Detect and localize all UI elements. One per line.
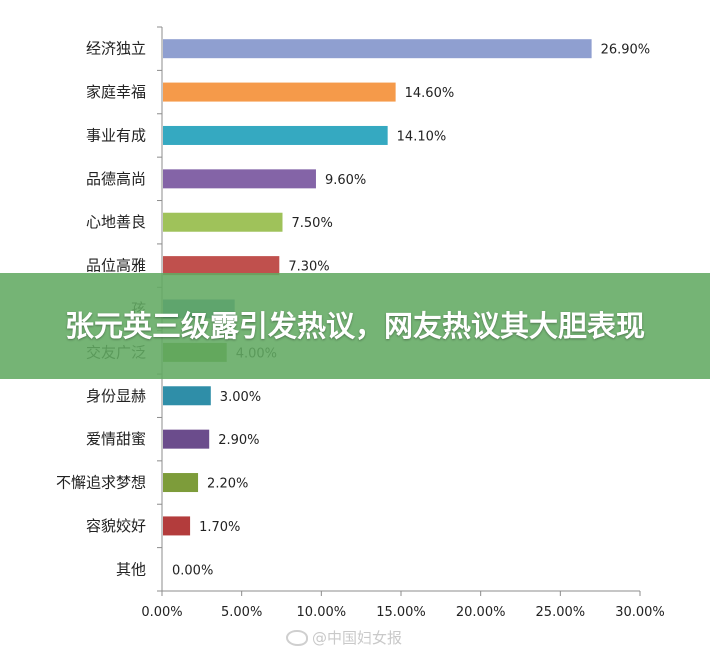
bar [163, 516, 191, 536]
headline-banner: 张元英三级露引发热议，网友热议其大胆表现 [0, 273, 710, 379]
category-label: 容貌姣好 [86, 517, 146, 535]
data-label: 3.00% [220, 390, 261, 405]
data-label: 7.50% [292, 216, 333, 231]
x-tick-label: 15.00% [376, 605, 426, 620]
category-label: 其他 [116, 560, 146, 578]
data-label: 9.60% [325, 173, 366, 188]
data-label: 26.90% [601, 43, 651, 58]
x-tick-labels: 0.00% 5.00% 10.00% 15.00% 20.00% 25.00% 30.00% [141, 605, 664, 620]
data-label: 7.30% [288, 260, 329, 275]
x-tick-label: 0.00% [141, 605, 182, 620]
x-tick-label: 10.00% [297, 605, 347, 620]
data-label: 0.00% [172, 563, 213, 578]
category-label: 品德高尚 [86, 170, 146, 188]
data-label: 1.70% [199, 520, 240, 535]
chart-bars [163, 39, 592, 536]
weibo-icon [286, 629, 308, 646]
x-tick-label: 25.00% [536, 605, 586, 620]
bar [163, 429, 210, 449]
category-label: 身份显赫 [86, 387, 146, 405]
bar [163, 473, 199, 493]
category-label: 不懈追求梦想 [56, 474, 146, 492]
headline-text: 张元英三级露引发热议，网友热议其大胆表现 [64, 309, 645, 343]
watermark: @中国妇女报 [286, 627, 402, 648]
bar [163, 386, 211, 406]
data-label: 14.60% [405, 86, 455, 101]
data-label: 14.10% [397, 129, 447, 144]
bar [163, 39, 592, 59]
category-label: 经济独立 [86, 40, 146, 58]
data-label: 2.20% [207, 477, 248, 492]
category-label: 品位高雅 [86, 257, 146, 275]
category-label: 心地善良 [86, 213, 146, 231]
x-tick-label: 5.00% [221, 605, 262, 620]
category-label: 家庭幸福 [86, 83, 146, 101]
x-tick-label: 20.00% [456, 605, 506, 620]
bar [163, 212, 283, 232]
x-tick-label: 30.00% [615, 605, 665, 620]
bar [163, 125, 388, 145]
value-labels: 26.90%14.60%14.10%9.60%7.50%7.30%4.00%3.… [172, 43, 650, 579]
bar [163, 82, 396, 102]
data-label: 2.90% [218, 433, 259, 448]
category-label: 事业有成 [86, 126, 146, 144]
category-label: 爱情甜蜜 [86, 430, 146, 448]
bar [163, 256, 280, 276]
watermark-text: @中国妇女报 [312, 629, 403, 647]
bar [163, 169, 316, 189]
